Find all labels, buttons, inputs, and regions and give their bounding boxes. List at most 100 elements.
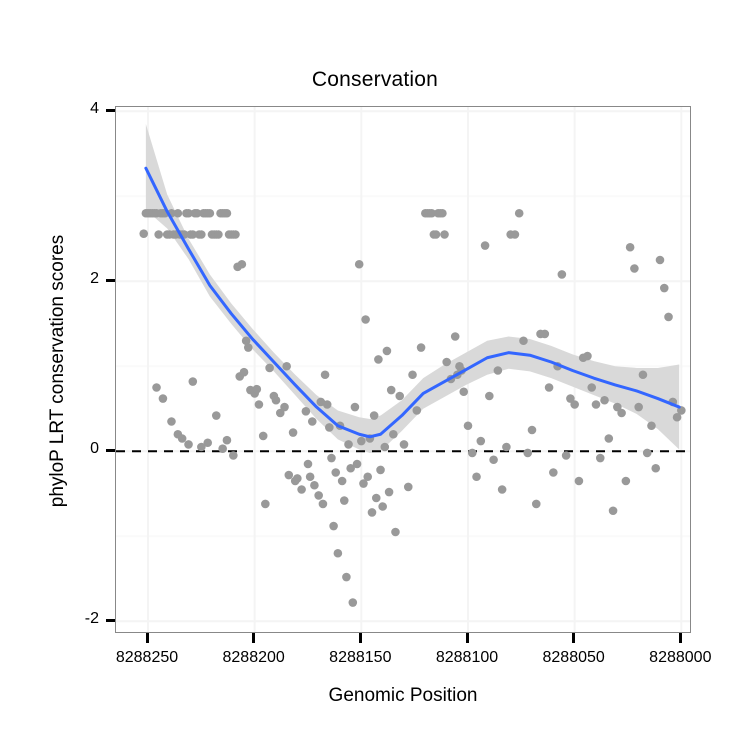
data-point <box>197 230 206 239</box>
data-point <box>282 361 291 371</box>
data-point <box>222 435 232 445</box>
data-point <box>544 383 554 392</box>
data-point <box>318 499 328 509</box>
data-point <box>348 598 358 607</box>
data-point <box>357 436 366 446</box>
data-point <box>485 391 494 401</box>
data-point <box>352 459 362 469</box>
data-point <box>222 208 232 218</box>
data-point <box>527 425 537 435</box>
y-tick-mark <box>106 278 115 282</box>
data-point <box>265 363 274 373</box>
data-point <box>344 440 353 449</box>
page-title: Conservation <box>311 68 439 91</box>
data-point <box>152 383 161 392</box>
data-point <box>320 370 330 380</box>
data-point <box>307 417 317 426</box>
data-point <box>331 468 341 477</box>
data-point <box>322 400 332 409</box>
data-point <box>467 448 477 458</box>
x-tick-label: 8288150 <box>329 649 392 666</box>
data-point <box>252 384 262 394</box>
data-point <box>493 366 503 375</box>
data-point <box>359 479 368 488</box>
data-point <box>386 385 396 395</box>
plot-canvas <box>116 107 690 632</box>
data-point <box>243 343 253 352</box>
data-point <box>574 476 584 486</box>
data-point <box>329 521 338 531</box>
data-point <box>634 402 643 412</box>
data-point <box>346 463 355 473</box>
data-point <box>510 230 520 239</box>
data-point <box>438 208 447 218</box>
data-point <box>384 487 394 497</box>
data-point <box>408 370 417 380</box>
data-point <box>561 451 571 460</box>
y-axis-title: phyloP LRT conservation scores <box>47 234 68 508</box>
data-point <box>440 230 449 239</box>
data-point <box>502 442 511 452</box>
data-point <box>369 411 379 420</box>
y-tick-label: 0 <box>90 440 99 458</box>
data-point <box>664 312 673 322</box>
data-point <box>431 230 441 239</box>
data-point <box>378 502 387 511</box>
data-point <box>480 241 490 250</box>
data-point <box>459 387 469 397</box>
data-point <box>211 411 221 420</box>
x-tick-label: 8288050 <box>542 649 605 666</box>
x-tick-mark <box>252 633 256 643</box>
data-point <box>284 470 294 480</box>
data-point <box>297 485 306 494</box>
data-point <box>333 548 343 558</box>
x-axis-title: Genomic Position <box>328 685 478 706</box>
data-point <box>354 259 364 269</box>
x-tick-label: 8288200 <box>222 649 285 666</box>
x-tick-label: 8288000 <box>649 649 712 666</box>
data-point <box>229 451 238 460</box>
data-point <box>450 332 460 341</box>
data-point <box>188 377 198 386</box>
data-point <box>173 208 183 218</box>
data-point <box>655 255 665 265</box>
data-point <box>600 395 609 405</box>
data-point <box>476 436 486 446</box>
data-point <box>374 355 383 364</box>
data-point <box>371 493 381 503</box>
data-point <box>303 459 313 469</box>
data-point <box>672 412 682 422</box>
data-point <box>382 346 392 356</box>
data-point <box>350 402 360 412</box>
data-point <box>549 468 558 477</box>
data-point <box>591 400 601 409</box>
data-point <box>231 230 240 239</box>
data-point <box>184 208 193 218</box>
data-point <box>566 394 575 403</box>
data-point <box>293 474 302 483</box>
data-point <box>442 357 451 367</box>
data-point <box>625 242 635 252</box>
data-point <box>305 472 315 482</box>
data-point <box>203 438 213 448</box>
data-point <box>184 440 193 449</box>
data-point <box>192 208 202 218</box>
data-point <box>367 508 377 517</box>
data-point <box>617 408 626 418</box>
data-point <box>531 499 541 509</box>
y-tick-mark <box>106 448 115 452</box>
data-point <box>395 391 405 401</box>
data-point <box>647 421 656 431</box>
data-point <box>361 315 370 324</box>
loess-smooth-line <box>144 166 681 439</box>
x-tick-mark <box>465 633 469 643</box>
data-point <box>301 407 311 416</box>
data-point <box>651 463 661 473</box>
data-point <box>237 259 247 269</box>
data-point <box>638 370 648 380</box>
data-point <box>271 395 281 405</box>
data-point <box>325 423 334 432</box>
data-point <box>380 442 390 452</box>
data-point <box>583 351 592 361</box>
data-point <box>621 476 631 486</box>
